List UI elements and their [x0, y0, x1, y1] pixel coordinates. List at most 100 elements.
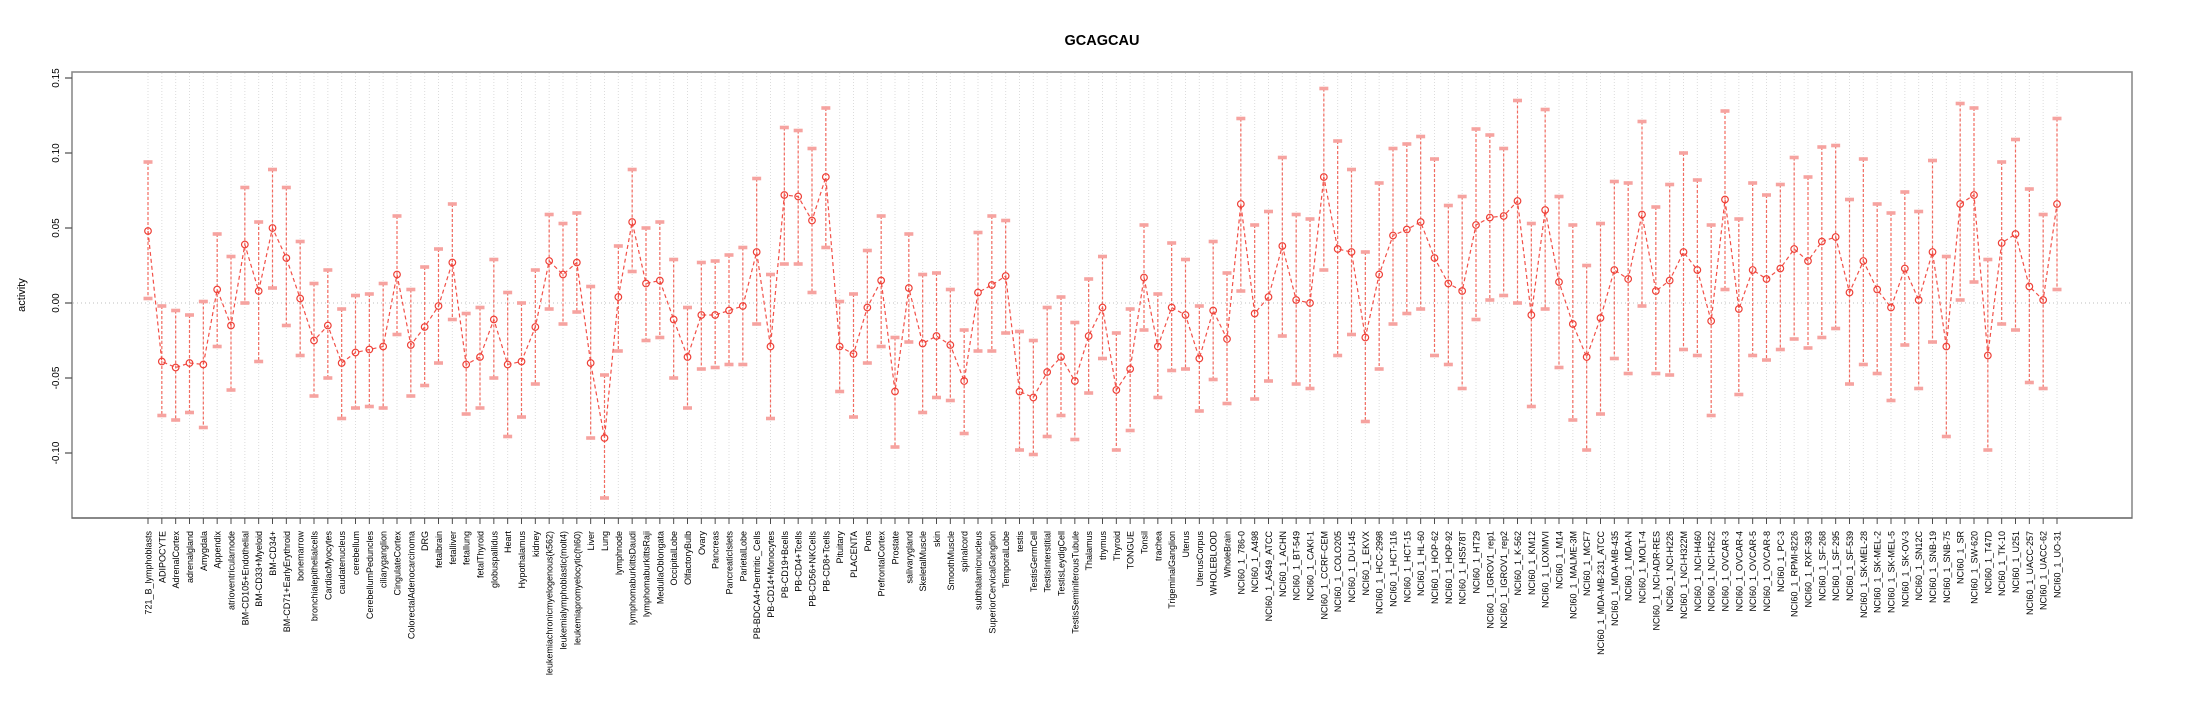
data-point	[1458, 287, 1467, 295]
y-tick-label: -0.05	[51, 366, 62, 389]
data-point	[1596, 314, 1605, 322]
x-tick-label: fetalThyroid	[476, 531, 486, 578]
x-tick-label: NCI60_1_COLO205	[1333, 531, 1343, 612]
data-point	[1070, 377, 1079, 385]
x-tick-label: NCI60_1_HCC-2998	[1375, 531, 1385, 614]
data-point	[365, 345, 374, 354]
data-point	[1804, 257, 1812, 265]
data-point	[1513, 197, 1522, 205]
data-point	[1942, 342, 1951, 351]
x-tick-label: NCI60_1_RPMI-8226	[1790, 531, 1800, 617]
data-point	[932, 332, 941, 340]
x-tick-label: NCI60_1_A498	[1250, 531, 1260, 593]
x-tick-label: UterusCorpus	[1195, 531, 1205, 587]
x-tick-label: NCI60_1_SK-MEL-2	[1873, 531, 1883, 613]
series-line	[147, 176, 2058, 439]
x-tick-label: MedullaOblongata	[655, 531, 665, 604]
data-point	[1015, 387, 1024, 396]
data-point	[725, 306, 733, 315]
x-tick-label: NCI60_1_ACHN	[1278, 531, 1288, 597]
x-tick-label: NCI60_1_UO-31	[2053, 531, 2063, 598]
x-tick-label: TrigeminalGanglion	[1167, 531, 1177, 609]
x-tick-label: NCI60_1_CCRF-CEM	[1319, 531, 1329, 620]
x-tick-label: Pons	[863, 531, 873, 552]
x-tick-label: Heart	[503, 531, 513, 554]
x-tick-label: PLACENTA	[849, 531, 859, 578]
data-point	[1029, 393, 1038, 402]
data-point	[185, 359, 194, 367]
data-point	[2039, 296, 2048, 304]
data-point	[891, 387, 899, 396]
y-tick-label: 0.15	[51, 68, 62, 88]
x-tick-label: ciliaryganglion	[379, 531, 389, 588]
x-tick-label: Ovary	[697, 531, 707, 556]
data-point	[1416, 218, 1425, 226]
x-tick-label: bronchialepithelialcells	[310, 531, 320, 622]
x-tick-label: fetallung	[462, 531, 472, 565]
data-point	[531, 323, 540, 331]
x-tick-label: NCI60_1_MDA-MB-435	[1610, 531, 1620, 626]
x-tick-label: CingulateCortex	[393, 531, 403, 596]
x-tick-label: NCI60_1_IGROV1_rep1	[1485, 531, 1495, 629]
data-point	[1195, 354, 1204, 363]
data-point	[323, 321, 332, 330]
x-tick-label: AdrenalCortex	[171, 531, 181, 589]
data-point	[559, 270, 567, 279]
x-tick-label: fetalbrain	[434, 531, 444, 568]
data-point	[1748, 266, 1757, 274]
data-point	[448, 258, 457, 267]
data-point	[2011, 230, 2020, 238]
data-point	[1167, 303, 1176, 312]
x-tick-label: PB-CD4+Tcells	[794, 531, 804, 592]
data-point	[1375, 270, 1384, 279]
x-tick-label: TestisGermCell	[1029, 531, 1039, 592]
data-point	[254, 287, 263, 295]
data-point	[1610, 266, 1619, 274]
data-point	[849, 350, 858, 358]
x-axis-labels: 721_B_lymphoblasts ADIPOCYTE AdrenalCortex…	[144, 518, 2063, 675]
x-tick-label: WholeBrain	[1223, 531, 1233, 578]
data-point	[1790, 245, 1799, 253]
x-tick-label: OccipitalLobe	[669, 531, 679, 586]
x-tick-label: NCI60_1_T47D	[1983, 531, 1993, 594]
x-tick-label: NCI60_1_NCI-H460	[1693, 531, 1703, 612]
data-point	[1873, 285, 1882, 294]
data-point	[600, 434, 609, 442]
data-point	[476, 353, 484, 361]
data-point	[1306, 299, 1314, 307]
data-point	[766, 342, 775, 351]
data-point	[1153, 342, 1162, 351]
data-point	[1278, 242, 1287, 250]
data-point	[1762, 275, 1771, 283]
data-point	[1638, 210, 1646, 219]
data-point	[1679, 248, 1688, 256]
data-point	[1845, 288, 1854, 297]
data-point	[1914, 296, 1923, 304]
x-tick-label: leukemialymphoblastic(molt4)	[559, 531, 569, 650]
data-point	[545, 257, 554, 265]
x-tick-label: NCI60_1_SF-295	[1831, 531, 1841, 601]
data-point	[310, 336, 318, 345]
x-tick-label: BM-CD105+Endothelial	[240, 531, 250, 625]
data-point	[655, 276, 664, 285]
x-tick-label: globuspallidus	[489, 531, 499, 589]
data-point	[1928, 248, 1937, 256]
data-point	[1555, 278, 1563, 286]
data-point	[1236, 200, 1245, 208]
x-tick-label: NCI60_1_SF-539	[1845, 531, 1855, 601]
x-tick-label: NCI60_1_UACC-257	[2025, 531, 2035, 615]
x-tick-label: NCI60_1_PC-3	[1776, 531, 1786, 592]
x-tick-label: fetalliver	[448, 531, 458, 565]
data-point	[227, 321, 235, 330]
gridlines	[147, 73, 2058, 517]
x-tick-label: Uterus	[1181, 531, 1191, 558]
x-tick-label: Hypothalamus	[517, 531, 527, 589]
x-tick-label: NCI60_1_KM12	[1527, 531, 1537, 595]
x-tick-label: SuperiorCervicalGanglion	[987, 531, 997, 634]
x-tick-label: NCI60_1_HOP-62	[1430, 531, 1440, 604]
x-tick-label: NCI60_1_SNB-75	[1942, 531, 1952, 603]
data-point	[462, 360, 471, 369]
x-tick-label: NCI60_1_SN12C	[1914, 531, 1924, 601]
x-tick-label: DRG	[420, 531, 430, 551]
